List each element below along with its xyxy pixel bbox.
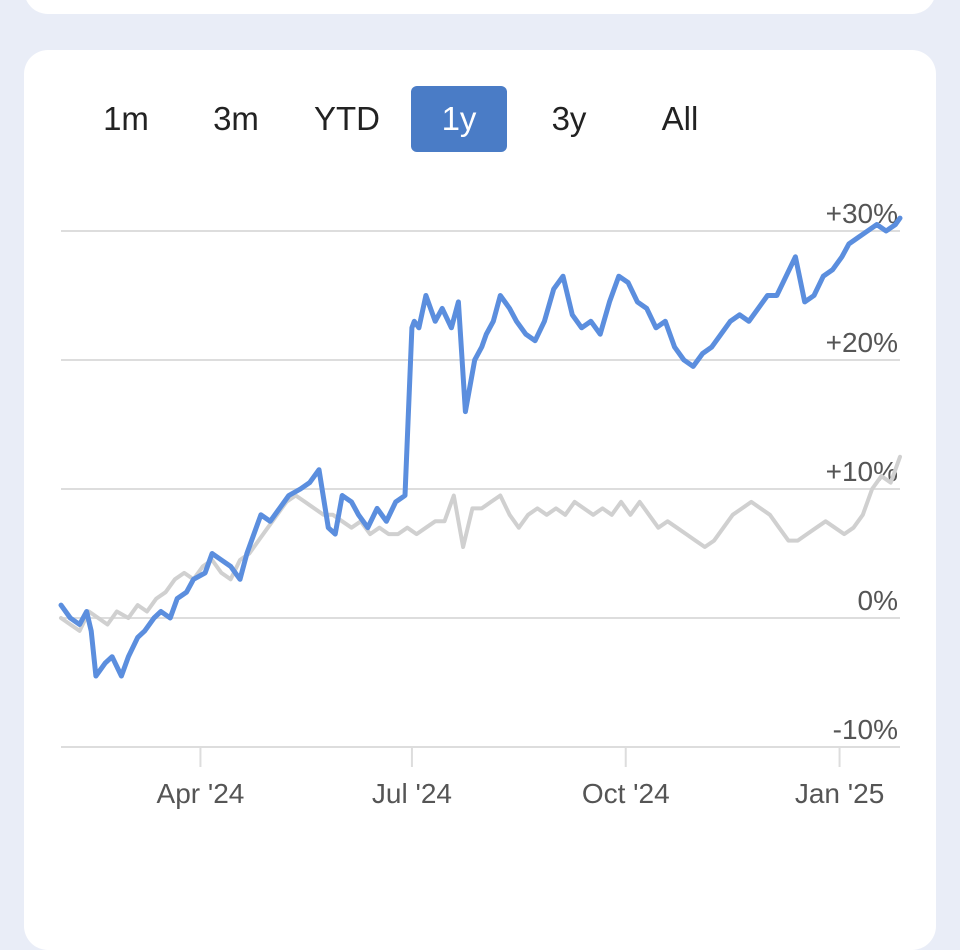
series-line-primary — [58, 215, 903, 679]
series-line-benchmark — [59, 454, 902, 633]
performance-chart: +30% +20% +10% 0% -10% Apr '24 Jul '24 Oct '24 J… — [58, 198, 903, 809]
y-tick-label: +30% — [826, 198, 898, 229]
x-tick-label: Jan '25 — [795, 778, 884, 809]
y-tick-label: -10% — [833, 714, 898, 745]
chart-card — [24, 50, 936, 950]
tab-ytd[interactable]: YTD — [314, 100, 380, 137]
tab-3y[interactable]: 3y — [551, 100, 587, 137]
y-tick-label: 0% — [858, 585, 898, 616]
tab-3m[interactable]: 3m — [213, 100, 259, 137]
tab-1y[interactable]: 1y — [411, 86, 507, 152]
time-range-tabs: 1m 3m YTD 1y 3y All — [70, 86, 750, 152]
tab-all[interactable]: All — [661, 100, 699, 137]
previous-card — [24, 0, 936, 14]
y-tick-label: +20% — [826, 327, 898, 358]
x-tick-label: Jul '24 — [372, 778, 452, 809]
x-tick-label: Oct '24 — [582, 778, 670, 809]
tab-1m[interactable]: 1m — [103, 100, 149, 137]
x-tick-label: Apr '24 — [157, 778, 245, 809]
y-tick-label: +10% — [826, 456, 898, 487]
